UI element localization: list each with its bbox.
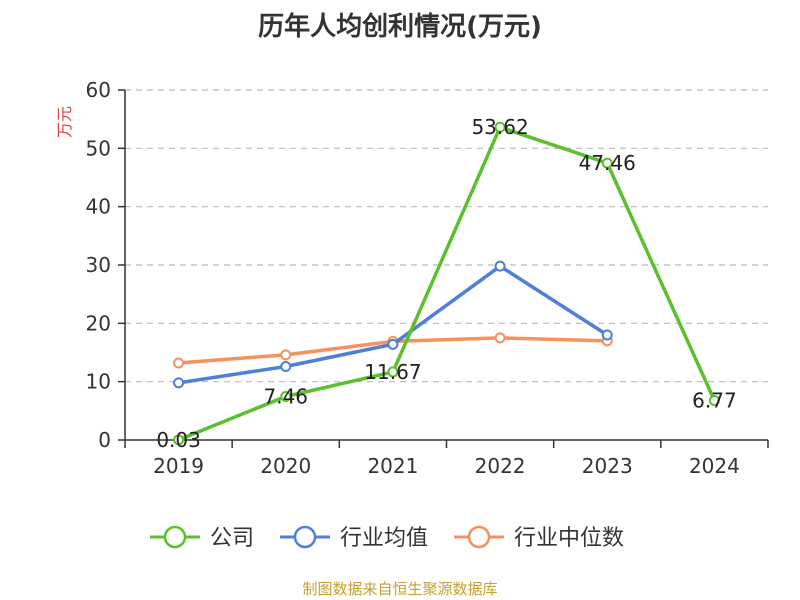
legend-label: 行业均值: [340, 526, 428, 551]
series-lines: [173, 121, 720, 446]
y-axis-unit: 万元: [55, 106, 74, 138]
data-label: 47.46: [579, 151, 636, 175]
x-tick-label: 2021: [367, 454, 418, 478]
data-point: [173, 377, 185, 389]
y-tick-label: 30: [86, 253, 111, 277]
data-label: 11.67: [364, 360, 421, 384]
y-tick-label: 60: [86, 78, 111, 102]
data-point: [173, 357, 185, 369]
data-label: 0.03: [156, 428, 201, 452]
y-tick-label: 10: [86, 370, 111, 394]
y-tick-label: 40: [86, 195, 111, 219]
x-tick-label: 2023: [582, 454, 633, 478]
data-point: [708, 395, 720, 407]
data-point: [280, 349, 292, 361]
x-tick-label: 2022: [475, 454, 526, 478]
legend: 公司 行业均值 行业中位数: [150, 525, 624, 551]
series-line-0: [177, 125, 717, 442]
data-labels: 0.03 7.46 11.67 53.62 47.46 6.77: [156, 115, 736, 452]
data-label: 53.62: [471, 115, 528, 139]
data-point: [494, 332, 506, 344]
data-point: [494, 260, 506, 272]
legend-label: 行业中位数: [514, 526, 624, 551]
legend-marker: [163, 525, 187, 549]
legend-label: 公司: [210, 526, 254, 551]
chart-title: 历年人均创利情况(万元): [258, 12, 542, 42]
x-tick-label: 2024: [689, 454, 740, 478]
data-point: [280, 361, 292, 372]
legend-marker: [467, 525, 491, 549]
data-point: [387, 338, 399, 350]
data-label: 6.77: [692, 389, 737, 413]
x-tick-label: 2020: [260, 454, 311, 478]
data-point: [494, 121, 506, 133]
data-label: 7.46: [263, 384, 308, 408]
legend-marker: [293, 525, 317, 549]
axes: 0 10 20 30 40 50 60 万元 2019 2020 2021 2022 2023 2024: [55, 78, 769, 478]
y-tick-label: 20: [86, 311, 111, 335]
grid-lines: [125, 89, 768, 383]
legend-item: 公司: [150, 525, 254, 551]
y-tick-label: 50: [86, 136, 111, 160]
x-tick-label: 2019: [153, 454, 204, 478]
data-point: [601, 157, 613, 169]
data-point: [280, 390, 292, 402]
data-point: [601, 329, 613, 341]
legend-item: 行业中位数: [454, 525, 624, 551]
data-point: [387, 366, 399, 378]
y-tick-label: 0: [98, 428, 111, 452]
legend-item: 行业均值: [280, 525, 428, 551]
data-point: [173, 434, 185, 446]
source-note: 制图数据来自恒生聚源数据库: [302, 580, 498, 598]
